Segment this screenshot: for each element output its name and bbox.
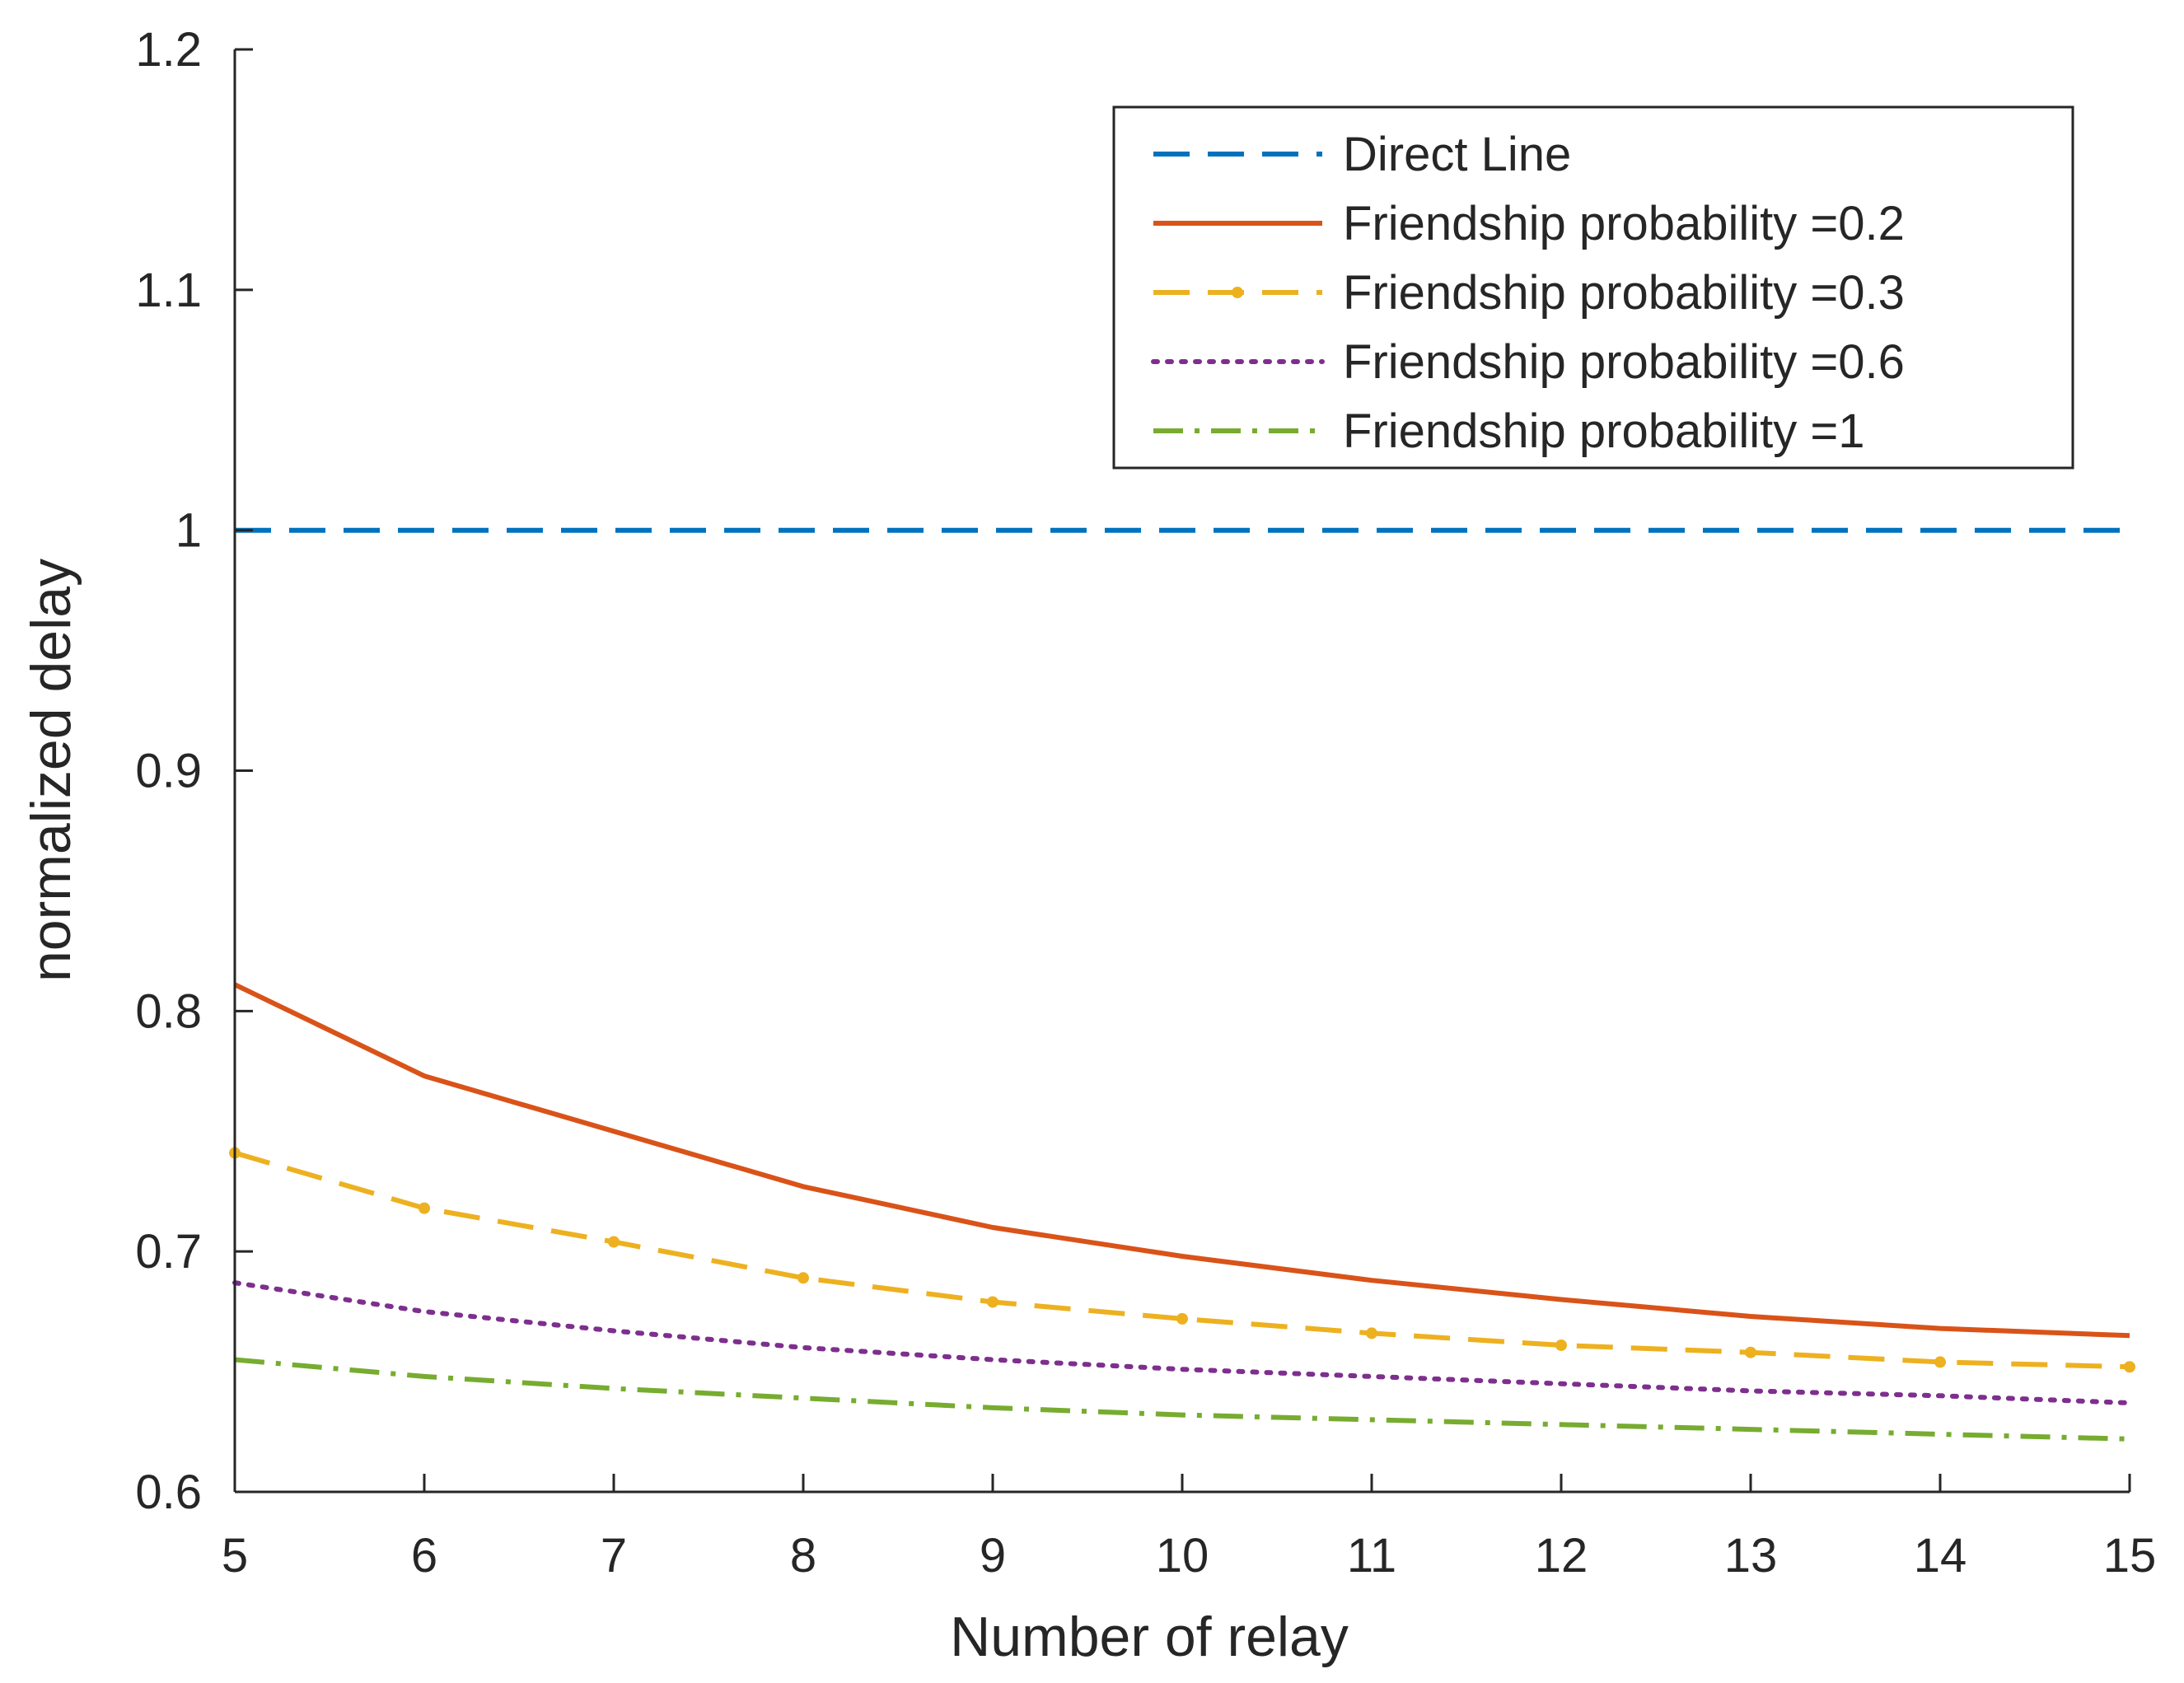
y-tick-label: 1 [175,504,202,558]
data-point [1366,1327,1377,1339]
data-point [1745,1346,1756,1358]
y-tick-label: 0.7 [135,1225,202,1279]
y-ticks: 0.6 0.7 0.8 0.9 1 1.1 1.2 [135,23,253,1519]
y-tick-label: 1.2 [135,23,202,77]
x-tick-label: 14 [1914,1529,1967,1582]
y-tick-label: 0.8 [135,984,202,1038]
data-point [1176,1312,1188,1325]
x-ticks: 5 6 7 8 9 10 11 12 13 14 15 [222,1474,2156,1582]
data-point [1555,1339,1567,1351]
series-line-2 [234,1150,2130,1370]
series-line-3 [232,1280,2132,1405]
y-tick-label: 1.1 [135,264,202,317]
x-tick-label: 11 [1347,1529,1396,1582]
data-point [987,1296,998,1308]
legend-label-1: Friendship probability =0.2 [1343,197,1905,250]
legend-label-3: Friendship probability =0.6 [1343,335,1905,389]
series-layer [229,527,2135,1442]
x-tick-label: 7 [601,1529,627,1582]
x-tick-label: 13 [1724,1529,1778,1582]
y-tick-label: 0.9 [135,745,202,798]
series-line-1 [233,982,2130,1339]
legend-box [1112,105,2074,470]
x-tick-label: 9 [980,1529,1006,1582]
legend: Direct Line Friendship probability =0.2 Fr… [1112,105,2074,470]
y-tick-label: 0.6 [135,1466,202,1519]
data-point [608,1236,620,1248]
x-tick-label: 6 [411,1529,437,1582]
x-tick-label: 8 [790,1529,816,1582]
x-tick-label: 15 [2103,1529,2157,1582]
x-tick-label: 5 [222,1529,248,1582]
y-axis-label: normalized delay [20,559,82,982]
data-point [1934,1356,1946,1368]
legend-marker [1232,287,1243,298]
data-point [2124,1361,2135,1373]
data-point [797,1272,809,1284]
legend-label-4: Friendship probability =1 [1343,404,1865,458]
series-line-4 [234,1357,2130,1442]
legend-label-2: Friendship probability =0.3 [1343,266,1905,320]
data-point [419,1202,430,1214]
legend-label-0: Direct Line [1343,128,1571,181]
x-tick-label: 12 [1535,1529,1588,1582]
x-axis-label: Number of relay [950,1606,1349,1668]
x-tick-label: 10 [1156,1529,1209,1582]
